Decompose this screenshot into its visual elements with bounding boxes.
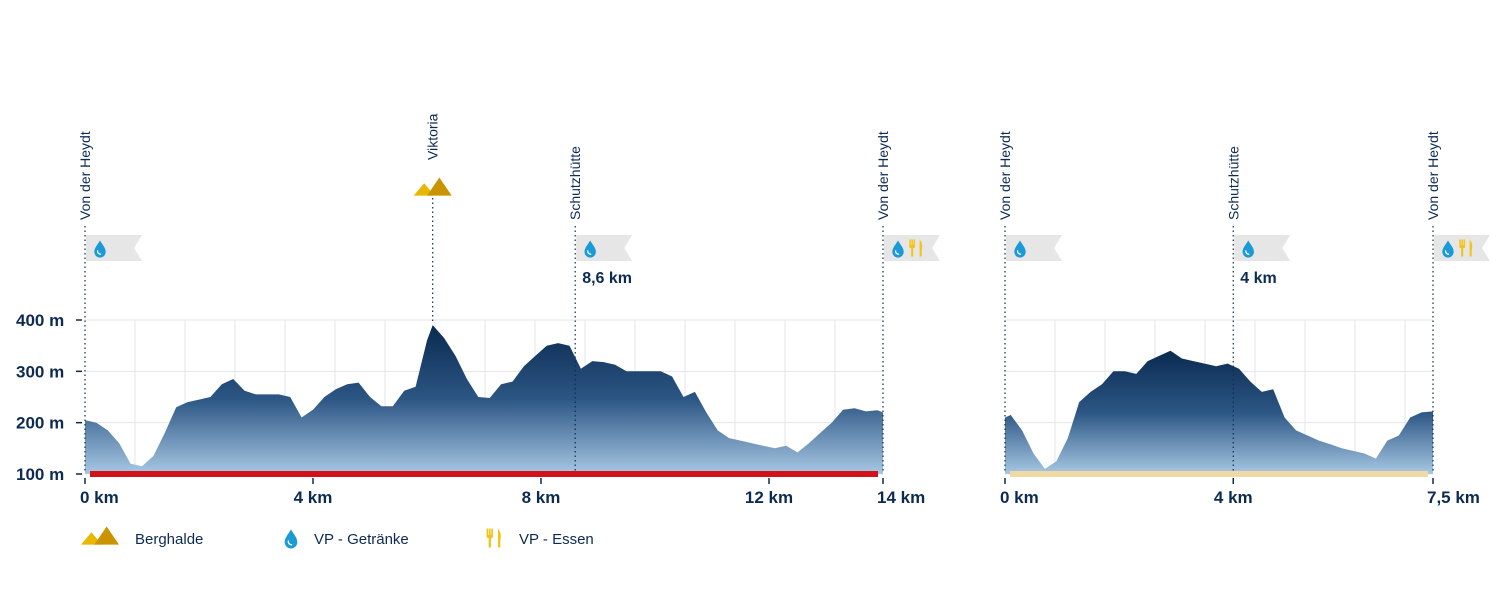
x-tick-label: 12 km <box>745 488 793 507</box>
route-marker: Von der Heydt <box>77 131 142 472</box>
x-tick-label: 0 km <box>80 488 119 507</box>
route-marker: Viktoria <box>413 113 452 322</box>
flag-shape <box>86 235 142 261</box>
berghalde-icon <box>413 177 452 196</box>
marker-km-label: 4 km <box>1240 270 1276 287</box>
fork-tine <box>488 528 491 536</box>
marker-place-name: Schutzhütte <box>1225 146 1241 220</box>
marker-flag <box>86 235 142 261</box>
marker-flag <box>884 235 940 261</box>
legend-item-heap: Berghalde <box>81 526 203 548</box>
route-marker: Schutzhütte 4 km <box>1225 146 1291 472</box>
route-marker: Schutzhütte 8,6 km <box>567 146 633 472</box>
fork-handle <box>488 536 491 548</box>
water-drop-highlight <box>96 250 102 255</box>
water-drop-shape <box>584 240 596 258</box>
fork-handle <box>1461 247 1464 257</box>
route-bar-1 <box>90 471 878 477</box>
marker-flag <box>1006 235 1062 261</box>
marker-place-name: Von der Heydt <box>1425 131 1441 220</box>
fork-tine <box>486 528 489 536</box>
marker-place-name: Schutzhütte <box>567 146 583 220</box>
fork-tine <box>909 239 911 247</box>
water-drop-shape <box>1242 240 1254 258</box>
route-marker: Von der Heydt <box>875 131 940 472</box>
route-marker: Von der Heydt <box>1425 131 1490 472</box>
water-drop-icon <box>284 529 298 549</box>
water-drop-shape <box>94 240 106 258</box>
x-tick-label: 0 km <box>1000 488 1039 507</box>
markers-layer: Von der Heydt Viktoria Schutzhütte 8,6 km Vo… <box>77 113 1490 472</box>
water-drop-highlight <box>894 250 900 255</box>
flag-shape <box>1234 235 1291 261</box>
marker-place-name: Viktoria <box>425 113 441 160</box>
y-tick-label: 200 m <box>16 414 64 433</box>
marker-place-name: Von der Heydt <box>997 131 1013 220</box>
water-drop-highlight <box>287 540 293 546</box>
elevation-area-route-1 <box>85 325 883 474</box>
knife-blade <box>1468 239 1473 257</box>
elevation-area-route-2 <box>1005 350 1433 474</box>
marker-km-label: 8,6 km <box>582 270 632 287</box>
y-tick-label: 400 m <box>16 311 64 330</box>
fork-tine <box>913 239 916 247</box>
marker-place-name: Von der Heydt <box>77 131 93 220</box>
route-bar-2 <box>1010 471 1428 477</box>
route-marker: Von der Heydt <box>997 131 1062 472</box>
water-drop-shape <box>1442 240 1454 258</box>
water-drop-icon <box>1442 240 1454 258</box>
fork-handle <box>911 247 914 257</box>
fork-tine <box>1461 239 1463 247</box>
fork-neck <box>486 534 493 538</box>
water-drop-shape <box>1014 240 1026 258</box>
legend-label: Berghalde <box>135 531 203 548</box>
water-drop-highlight <box>1245 250 1250 255</box>
flag-shape <box>1006 235 1062 261</box>
water-drop-highlight <box>1444 250 1450 255</box>
x-tick-label: 4 km <box>294 488 333 507</box>
water-drop-icon <box>1014 240 1026 258</box>
water-drop-icon <box>584 240 596 258</box>
marker-flag <box>1234 235 1291 261</box>
fork-neck <box>1459 245 1466 248</box>
fork-tine <box>1463 239 1466 247</box>
heap-right <box>427 177 452 196</box>
fork-tine <box>491 528 493 536</box>
fork-knife-icon <box>909 239 923 257</box>
water-drop-icon <box>892 240 904 258</box>
marker-flag <box>1434 235 1490 261</box>
water-drop-highlight <box>587 250 592 255</box>
heap-right <box>94 526 119 545</box>
legend-item-food: VP - Essen <box>486 528 594 548</box>
fork-tine <box>1459 239 1461 247</box>
water-drop-icon <box>94 240 106 258</box>
water-drop-shape <box>892 240 904 258</box>
x-tick-label: 14 km <box>877 488 925 507</box>
water-drop-icon <box>1242 240 1254 258</box>
legend-label: VP - Getränke <box>314 531 409 548</box>
marker-flag <box>576 235 633 261</box>
water-drop-shape <box>284 529 298 549</box>
x-tick-label: 4 km <box>1214 488 1253 507</box>
profile-layer <box>85 325 1433 477</box>
fork-knife-icon <box>1459 239 1473 257</box>
legend-label: VP - Essen <box>519 531 594 548</box>
knife-blade <box>497 528 501 548</box>
x-tick-label: 8 km <box>522 488 561 507</box>
marker-place-name: Von der Heydt <box>875 131 891 220</box>
water-drop-highlight <box>1016 250 1022 255</box>
knife-blade <box>918 239 923 257</box>
legend: Berghalde VP - Getränke VP - Essen <box>81 526 594 549</box>
x-tick-label: 7,5 km <box>1427 488 1480 507</box>
axes-layer: 100 m 200 m 300 m 400 m 0 km 4 km 8 km 12 km 14 … <box>16 311 1480 507</box>
fork-neck <box>909 245 916 248</box>
legend-item-water: VP - Getränke <box>284 529 409 549</box>
fork-tine <box>911 239 913 247</box>
fork-knife-icon <box>486 528 501 548</box>
y-tick-label: 100 m <box>16 465 64 484</box>
berghalde-icon <box>81 526 119 545</box>
y-tick-label: 300 m <box>16 362 64 381</box>
flag-shape <box>576 235 633 261</box>
